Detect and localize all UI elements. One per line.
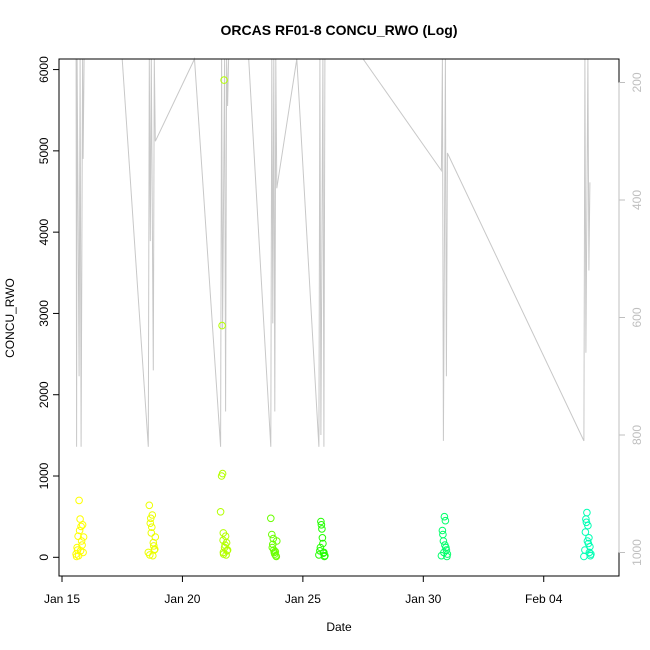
data-point — [218, 321, 226, 330]
y-tick-label: 0 — [37, 554, 51, 561]
data-point — [317, 517, 325, 526]
y-tick-label: 4000 — [37, 218, 51, 245]
y2-tick-label: 1000 — [630, 539, 644, 566]
x-tick-label: Jan 30 — [405, 592, 441, 606]
data-point — [585, 548, 594, 557]
data-point — [441, 516, 450, 525]
y-axis: 0 1000 2000 3000 4000 5000 6000 — [37, 56, 60, 561]
data-point — [74, 532, 82, 541]
data-point — [77, 537, 86, 545]
data-point — [272, 552, 281, 561]
data-point — [319, 549, 328, 558]
data-point — [442, 543, 450, 552]
plot-frame — [58, 58, 620, 577]
chart-title: ORCAS RF01-8 CONCU_RWO (Log) — [221, 22, 458, 38]
data-point — [147, 529, 156, 537]
data-point — [438, 526, 447, 535]
data-point — [151, 533, 160, 541]
data-point — [151, 545, 159, 554]
data-point — [147, 514, 155, 523]
data-point — [586, 551, 595, 560]
data-point — [319, 539, 327, 548]
data-point — [267, 514, 275, 523]
data-point — [583, 508, 591, 517]
data-point — [75, 526, 84, 535]
y-tick-label: 3000 — [37, 300, 51, 327]
data-point — [145, 501, 154, 510]
y-tick-label: 6000 — [37, 56, 51, 83]
data-point — [76, 547, 85, 555]
y2-tick-label: 400 — [630, 190, 644, 210]
x-axis-label: Date — [326, 620, 352, 634]
data-point — [219, 548, 228, 557]
data-point — [218, 469, 227, 478]
data-point — [216, 508, 225, 516]
data-point — [146, 551, 154, 559]
data-points — [72, 76, 595, 561]
data-point — [317, 521, 326, 529]
x-axis: Jan 15 Jan 20 Jan 25 Jan 30 Feb 04 — [44, 575, 563, 606]
data-point — [581, 528, 590, 536]
y2-axis: 200 400 600 800 1000 — [618, 72, 644, 566]
data-point — [78, 521, 87, 529]
data-point — [268, 530, 276, 539]
data-point — [146, 519, 155, 528]
data-point — [439, 530, 447, 539]
data-point — [219, 536, 227, 545]
x-tick-label: Feb 04 — [525, 592, 563, 606]
data-point — [269, 534, 278, 543]
data-point — [271, 547, 280, 556]
data-point — [320, 552, 329, 561]
data-point — [440, 512, 449, 521]
data-point — [582, 518, 591, 527]
data-point — [222, 551, 230, 559]
data-point — [78, 541, 86, 549]
data-point — [318, 534, 327, 542]
x-tick-label: Jan 25 — [285, 592, 321, 606]
data-point — [440, 548, 448, 557]
data-point — [220, 76, 228, 84]
pressure-traces — [75, 57, 591, 447]
data-point — [150, 542, 158, 550]
y-tick-label: 2000 — [37, 381, 51, 408]
x-tick-label: Jan 20 — [164, 592, 200, 606]
y2-tick-label: 600 — [630, 307, 644, 327]
y-tick-label: 1000 — [37, 462, 51, 489]
data-point — [584, 539, 593, 548]
data-point — [439, 537, 448, 545]
data-point — [270, 548, 279, 557]
data-point — [77, 522, 85, 531]
data-point — [223, 547, 231, 555]
y2-tick-label: 200 — [630, 72, 644, 92]
x-tick-label: Jan 15 — [44, 592, 80, 606]
data-point — [75, 496, 83, 505]
pressure-trace-line — [75, 57, 591, 447]
y-tick-label: 5000 — [37, 137, 51, 164]
data-point — [79, 533, 88, 541]
data-point — [148, 523, 156, 532]
data-point — [72, 552, 81, 561]
data-point — [316, 543, 325, 552]
data-point — [318, 525, 326, 533]
y-axis-label: CONCU_RWO — [3, 278, 17, 358]
data-point — [219, 529, 228, 537]
y2-tick-label: 800 — [630, 425, 644, 445]
